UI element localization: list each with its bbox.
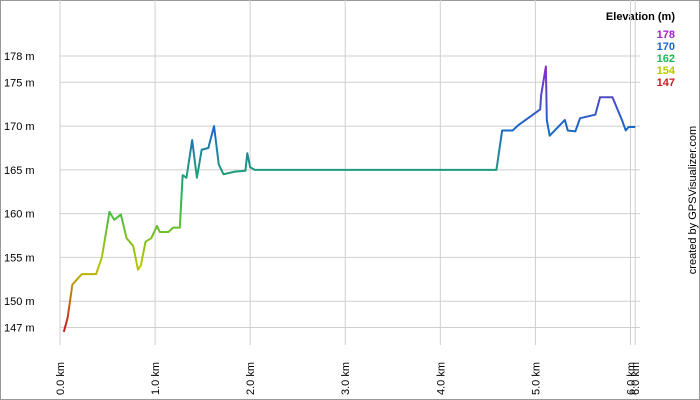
x-tick-label: 0.0 km: [55, 362, 67, 395]
legend-title: Elevation (m): [606, 11, 675, 23]
x-tick-label: 5.0 km: [530, 362, 542, 395]
y-tick-label: 178 m: [4, 51, 35, 63]
x-tick-label: 4.0 km: [435, 362, 447, 395]
y-tick-label: 160 m: [4, 209, 35, 221]
credit: created by GPSVisualizer.com: [687, 126, 699, 274]
legend-value: 147: [657, 77, 675, 89]
y-tick-label: 155 m: [4, 252, 35, 264]
legend-value: 178: [657, 29, 675, 41]
legend-value: 170: [657, 41, 675, 53]
elevation-line: [62, 65, 636, 333]
y-tick-label: 150 m: [4, 296, 35, 308]
x-tick-label: 2.0 km: [245, 362, 257, 395]
x-tick-label: 1.0 km: [150, 362, 162, 395]
legend-value: 162: [657, 53, 675, 65]
y-tick-label: 165 m: [4, 165, 35, 177]
x-tick-label: 6.0 km: [630, 362, 642, 395]
x-tick-label: 3.0 km: [340, 362, 352, 395]
legend-value: 154: [657, 65, 676, 77]
y-tick-label: 175 m: [4, 77, 35, 89]
y-tick-label: 170 m: [4, 121, 35, 133]
x-tick-label: 6.0 km: [625, 362, 637, 395]
y-tick-label: 147 m: [4, 322, 35, 334]
